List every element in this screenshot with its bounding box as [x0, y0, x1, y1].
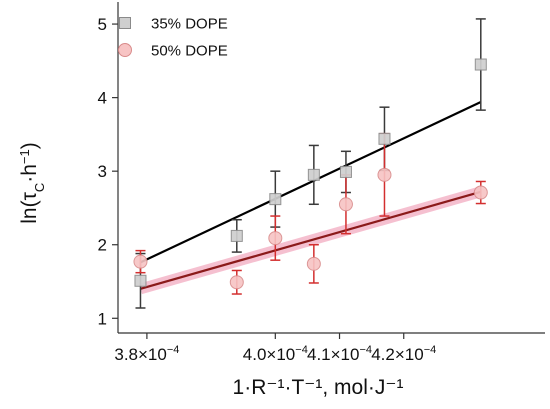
- legend-item-2-label: 50% DOPE: [151, 43, 228, 60]
- x-tick-label: 4.0×10−4: [243, 344, 308, 364]
- x-tick-label: 3.8×10−4: [114, 344, 179, 364]
- series-1-point: [230, 229, 243, 242]
- series-1-point: [474, 58, 487, 71]
- y-axis-title-mid: ·h: [18, 164, 41, 183]
- series-2-point: [473, 185, 488, 200]
- y-tick-label: 3: [98, 162, 107, 181]
- y-tick-label: 2: [98, 236, 107, 255]
- series-1-fit-line: [140, 101, 482, 264]
- legend-item-1: 35% DOPE: [119, 16, 228, 33]
- series-2-point: [133, 254, 148, 269]
- y-axis-title-end: ): [18, 142, 41, 149]
- series-2-point: [338, 197, 353, 212]
- series-1-point: [339, 165, 352, 178]
- series-2-point: [268, 231, 283, 246]
- y-tick-label: 5: [98, 15, 107, 34]
- legend-item-2: 50% DOPE: [118, 43, 228, 60]
- legend-item-1-marker: [119, 17, 131, 29]
- marker-layer: [133, 58, 488, 290]
- x-tick-label: 4.2×10−4: [371, 344, 436, 364]
- series-1-point: [269, 193, 282, 206]
- y-tick-label: 1: [98, 309, 107, 328]
- series-1-point: [307, 168, 320, 181]
- y-axis-title: ln(τC·h−1): [17, 142, 47, 224]
- series-2-point: [306, 256, 321, 271]
- legend-item-2-marker: [118, 43, 132, 57]
- series-1-point: [134, 274, 147, 287]
- y-axis-title-main: ln(τ: [18, 191, 41, 223]
- x-tick-label: 4.1×10−4: [307, 344, 372, 364]
- series-2-point: [377, 167, 392, 182]
- series-2-fit-line: [140, 190, 482, 290]
- series-2-point: [229, 275, 244, 290]
- legend: 35% DOPE 50% DOPE: [118, 16, 228, 60]
- series-1-point: [378, 132, 391, 145]
- fit-layer: [138, 101, 483, 295]
- y-tick-label: 4: [98, 89, 107, 108]
- y-axis-title-subscript: C: [32, 183, 47, 192]
- y-axis-title-superscript: −1: [17, 149, 32, 164]
- x-axis-title: 1·R⁻¹·T⁻¹, mol·J⁻¹: [233, 376, 404, 399]
- legend-item-1-label: 35% DOPE: [151, 16, 228, 33]
- axis-layer: 1 2 3 4 5 3.8×10−4 4.0×10−4 4.1×10−4 4.2×10−4: [98, 2, 545, 364]
